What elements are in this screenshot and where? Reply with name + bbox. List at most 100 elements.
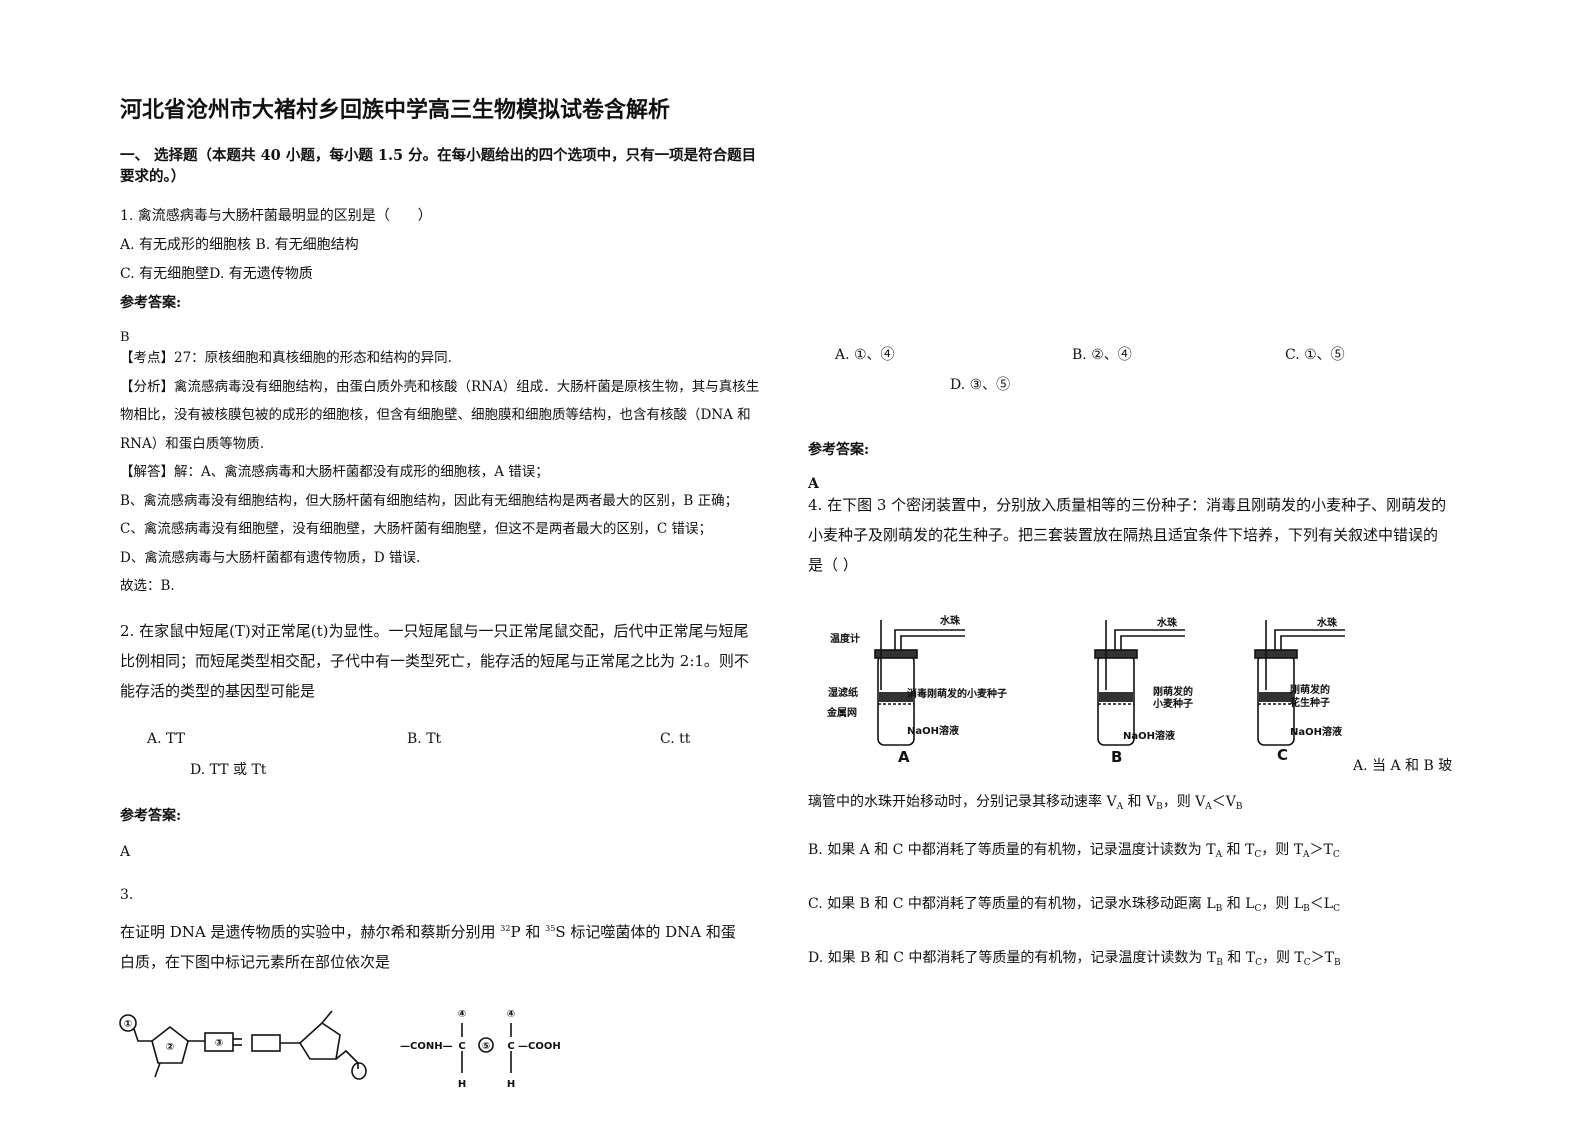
text-run: ＞T [1309,842,1333,858]
figure-label: ④ [458,1009,466,1020]
subscript: B [1215,904,1223,914]
subscript: C [1254,904,1262,914]
figure-label: 湿滤纸 [828,686,858,699]
text-run: C. 如果 B 和 C 中都消耗了等质量的有机物，记录水珠移动距离 L [808,896,1216,912]
text-run: ＜V [1211,794,1236,810]
question-number: 3. [120,887,134,903]
option: D. 如果 B 和 C 中都消耗了等质量的有机物，记录温度计读数为 TB 和 T… [808,948,1453,973]
text-run: 和 T [1222,842,1255,858]
analysis-paragraph: D、禽流感病毒与大肠杆菌都有遗传物质，D 错误. [120,549,421,566]
option: A. TT [147,731,185,747]
subscript: B [1235,802,1243,812]
figure-label: C [458,1041,465,1052]
text-run: ，则 L [1261,896,1304,912]
text-run: ＞T [1310,950,1335,966]
figure-label: 小麦种子 [1152,697,1193,710]
answer: A [120,844,131,860]
molecule-figure: ① ② ③ ④ ④ —CONH— C ⑤ C —COOH H H [119,1009,561,1090]
analysis-paragraph: 【分析】禽流感病毒没有细胞结构，由蛋白质外壳和核酸（RNA）组成．大肠杆菌是原核… [120,378,760,452]
option: B. Tt [407,731,442,747]
figure-label: NaOH溶液 [1290,725,1342,738]
figure-label: 水珠 [1156,616,1178,629]
figure-label: ⑤ [482,1041,490,1052]
text-run: ＜L [1309,896,1334,912]
figure-label: H [458,1079,466,1090]
subscript: A [1303,850,1310,860]
subscript: A [1116,802,1124,812]
option: B. ②、④ [1072,347,1132,363]
figure-label: A [898,748,910,766]
text-run: 在证明 DNA 是遗传物质的实验中，赫尔希和蔡斯分别用 [120,923,501,941]
text-run: B. 如果 A 和 C 中都消耗了等质量的有机物，记录温度计读数为 T [808,842,1216,858]
analysis-paragraph: 故选：B. [120,578,175,594]
analysis-paragraph: 【考点】27：原核细胞和真核细胞的形态和结构的异同. [120,350,452,366]
subscript: A [1215,850,1223,860]
answer-label: 参考答案: [120,295,182,311]
option: A. 当 A 和 B 玻璃管中的水珠开始移动时，分别记录其移动速率 VA 和 V… [808,748,1453,825]
figure-label: NaOH溶液 [907,724,959,737]
option: A. ①、④ [835,347,895,363]
analysis-paragraph: 【解答】解：A、禽流感病毒和大肠杆菌都没有成形的细胞核，A 错误； [120,464,549,480]
text-run: A. 当 A 和 B 玻璃管中的水珠开始移动时，分别记录其移动速率 V [808,758,1453,810]
figure-label: —CONH— [400,1041,453,1052]
figure-label: 温度计 [830,632,860,645]
text-run: ，则 T [1261,950,1304,966]
option: C. 如果 B 和 C 中都消耗了等质量的有机物，记录水珠移动距离 LB 和 L… [808,894,1453,919]
figure-label: B [1111,748,1122,766]
answer-label: 参考答案: [808,442,870,458]
analysis: 【考点】27：原核细胞和真核细胞的形态和结构的异同. 【分析】禽流感病毒没有细胞结… [120,344,760,601]
subscript: B [1216,958,1223,968]
subscript: C [1255,958,1262,968]
option: A. 有无成形的细胞核 B. 有无细胞结构 [120,237,359,253]
superscript: 32 [500,924,511,933]
section-heading: 一、 选择题（本题共 40 小题，每小题 1.5 分。在每小题给出的四个选项中，… [120,147,757,185]
figure-label: 金属网 [826,706,857,719]
question-stem: 在证明 DNA 是遗传物质的实验中，赫尔希和蔡斯分别用 32P 和 35S 标记… [120,914,740,977]
subscript: A [1205,802,1212,812]
subscript: B [1303,904,1310,914]
text-run: P 和 [510,923,546,941]
answer: A [808,476,819,492]
superscript: 35 [545,924,556,933]
text-run: ，则 T [1261,842,1304,858]
question-stem: 2. 在家鼠中短尾(T)对正常尾(t)为显性。一只短尾鼠与一只正常尾鼠交配，后代… [120,622,749,700]
text-run: 和 T [1222,950,1256,966]
analysis-paragraph: C、禽流感病毒没有细胞壁，没有细胞壁，大肠杆菌有细胞壁，但这不是两者最大的区别，… [120,521,712,537]
figure-label: C [507,1041,514,1052]
question-stem: 1. 禽流感病毒与大肠杆菌最明显的区别是（ ） [120,208,432,224]
figure-label: ④ [507,1009,515,1020]
figure-label: NaOH溶液 [1123,729,1175,742]
text-run: 和 L [1222,896,1255,912]
figure-label: —COOH [518,1041,561,1052]
option: D. TT 或 Tt [190,762,267,778]
figure-label: C [1277,746,1288,764]
figure-label: 消毒刚萌发的小麦种子 [907,687,1007,700]
option: D. ③、⑤ [950,377,1011,393]
answer-label: 参考答案: [120,808,182,824]
option: C. 有无细胞壁D. 有无遗传物质 [120,266,313,282]
apparatus-figure: 水珠 温度计 湿滤纸 消毒刚萌发的小麦种子 金属网 NaOH溶液 A 水珠 刚萌… [826,614,1345,766]
subscript: C [1332,850,1340,860]
text-run: S 标记噬菌体的 DNA 和蛋白质，在下图中标记元素所在部位依次是 [120,923,736,971]
option: C. tt [660,731,691,747]
figure-label: ② [166,1042,174,1053]
subscript: B [1334,958,1341,968]
figure-label: 水珠 [939,614,961,627]
answer: B [120,330,130,345]
subscript: C [1303,958,1311,968]
question-stem: 4. 在下图 3 个密闭装置中，分别放入质量相等的三份种子：消毒且刚萌发的小麦种… [808,496,1447,574]
subscript: C [1333,904,1340,914]
figure-label: 花生种子 [1290,696,1330,709]
option: C. ①、⑤ [1285,347,1345,363]
figure-label: H [507,1079,515,1090]
title: 河北省沧州市大褚村乡回族中学高三生物模拟试卷含解析 [120,97,671,123]
figure-label: 水珠 [1316,616,1338,629]
analysis-paragraph: B、禽流感病毒没有细胞结构，但大肠杆菌有细胞结构，因此有无细胞结构是两者最大的区… [120,492,739,509]
subscript: C [1254,850,1262,860]
figure-label: ③ [215,1038,223,1049]
option: B. 如果 A 和 C 中都消耗了等质量的有机物，记录温度计读数为 TA 和 T… [808,840,1453,865]
text-run: D. 如果 B 和 C 中都消耗了等质量的有机物，记录温度计读数为 T [808,950,1217,966]
figure-label: ① [124,1019,132,1030]
text-run: ，则 V [1162,794,1206,810]
